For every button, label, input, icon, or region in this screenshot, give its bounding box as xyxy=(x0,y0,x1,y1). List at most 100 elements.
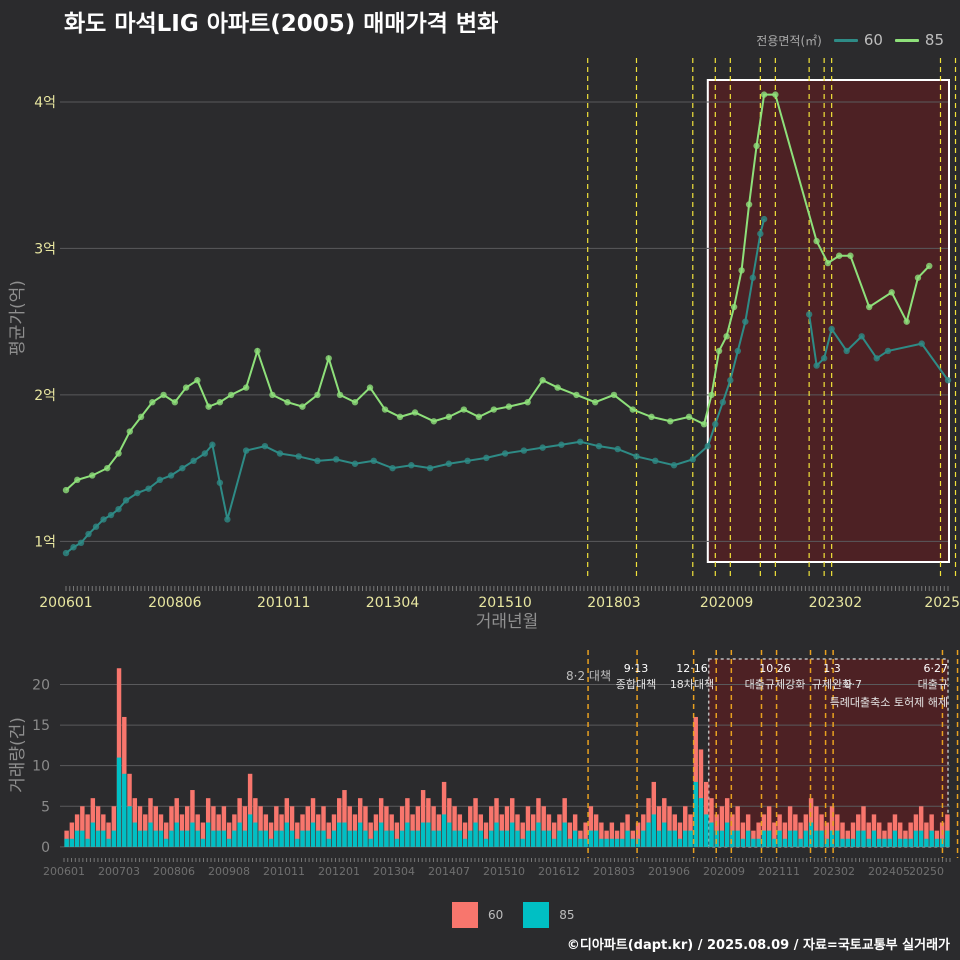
bar-85 xyxy=(557,830,562,847)
data-point-85 xyxy=(126,428,134,435)
x-tick-label: 201803 xyxy=(587,595,640,611)
data-point-85 xyxy=(269,391,276,399)
bar-85 xyxy=(646,822,651,847)
x-tick-label-bottom: 20250 xyxy=(909,865,944,878)
bar-85 xyxy=(226,838,232,847)
bar-60 xyxy=(462,822,468,847)
data-point-60 xyxy=(77,539,85,547)
data-point-85 xyxy=(284,399,291,406)
data-point-85 xyxy=(835,252,843,259)
bar-60 xyxy=(274,806,279,847)
bar-85 xyxy=(562,822,567,847)
bar-85 xyxy=(153,830,158,847)
bar-85 xyxy=(478,830,484,847)
bar-60 xyxy=(829,806,835,847)
bar-85 xyxy=(945,830,950,847)
bar-60 xyxy=(840,822,845,847)
data-point-60 xyxy=(70,544,77,551)
bar-85 xyxy=(850,838,856,847)
data-point-85 xyxy=(847,252,854,259)
bar-60 xyxy=(609,822,615,847)
bar-85 xyxy=(378,822,384,847)
y-axis-title: 평균가(억) xyxy=(8,280,28,356)
data-point-60 xyxy=(828,325,835,333)
data-point-85 xyxy=(137,413,145,421)
bar-60 xyxy=(200,822,206,847)
data-point-60 xyxy=(122,497,130,504)
legend-title: 전용면적(㎡) xyxy=(756,33,822,48)
bar-85 xyxy=(908,838,913,847)
data-point-60 xyxy=(749,274,757,281)
chart-title: 화도 마석LIG 아파트(2005) 매매가격 변화 xyxy=(64,11,499,37)
data-point-85 xyxy=(314,391,321,399)
data-point-60 xyxy=(719,399,727,406)
data-point-85 xyxy=(700,420,708,428)
data-point-60 xyxy=(712,420,719,428)
bar-85 xyxy=(468,830,473,847)
data-point-85 xyxy=(62,486,70,494)
bar-85 xyxy=(216,830,221,847)
bar-85 xyxy=(714,830,719,847)
policy-label-date: 12·16 xyxy=(676,662,708,675)
data-point-60 xyxy=(558,441,565,448)
bar-85 xyxy=(614,838,620,847)
data-point-85 xyxy=(738,267,745,274)
bar-60 xyxy=(452,806,457,847)
data-point-85 xyxy=(336,391,344,399)
bar-85 xyxy=(510,822,515,847)
bar-85 xyxy=(625,830,630,847)
bar-85 xyxy=(520,838,525,847)
data-point-85 xyxy=(573,391,580,399)
bar-60 xyxy=(766,806,772,847)
x-tick-label: 200601 xyxy=(39,595,92,611)
data-point-60 xyxy=(595,442,603,450)
data-point-60 xyxy=(464,457,471,465)
bar-85 xyxy=(447,822,452,847)
bar-85 xyxy=(599,838,604,847)
data-point-85 xyxy=(926,262,933,270)
bar-85 xyxy=(929,830,934,847)
bar-85 xyxy=(751,838,756,847)
bar-85 xyxy=(551,838,557,847)
data-point-60 xyxy=(145,485,152,492)
caption: ©디아파트(dapt.kr) / 2025.08.09 / 자료=국토교통부 실… xyxy=(566,938,950,953)
bar-85 xyxy=(693,781,698,847)
bar-60 xyxy=(80,806,85,847)
bar-60 xyxy=(489,806,494,847)
x-tick-label: 200806 xyxy=(148,595,202,611)
bar-60 xyxy=(588,806,594,847)
data-point-85 xyxy=(182,384,190,391)
data-point-85 xyxy=(74,476,81,484)
bar-85 xyxy=(300,830,305,847)
bar-85 xyxy=(132,822,137,847)
bar-60 xyxy=(169,806,174,847)
data-point-85 xyxy=(824,259,832,267)
legend-label-85: 85 xyxy=(924,31,944,49)
bar-60 xyxy=(861,806,866,847)
bar-85 xyxy=(819,830,824,847)
data-point-85 xyxy=(351,399,359,406)
data-point-85 xyxy=(708,391,715,399)
bar-60 xyxy=(321,806,326,847)
bar-85 xyxy=(232,830,237,847)
bar-85 xyxy=(897,838,903,847)
bar-85 xyxy=(703,814,709,847)
bar-85 xyxy=(866,838,871,847)
bar-60 xyxy=(226,822,232,847)
bar-85 xyxy=(127,806,132,847)
legend-swatch-60 xyxy=(833,38,858,42)
bar-60 xyxy=(211,806,216,847)
bar-85 xyxy=(620,838,625,847)
bar-85 xyxy=(787,830,793,847)
bar-85 xyxy=(667,830,672,847)
data-point-85 xyxy=(685,413,693,421)
bar-60 xyxy=(924,822,929,847)
data-point-85 xyxy=(115,450,122,457)
data-point-60 xyxy=(179,464,186,472)
bar-60 xyxy=(525,806,531,847)
x-tick-label-bottom: 201612 xyxy=(538,865,580,878)
data-point-85 xyxy=(667,418,674,425)
policy-label-name: 종합대책 xyxy=(616,678,656,691)
bar-85 xyxy=(426,822,431,847)
